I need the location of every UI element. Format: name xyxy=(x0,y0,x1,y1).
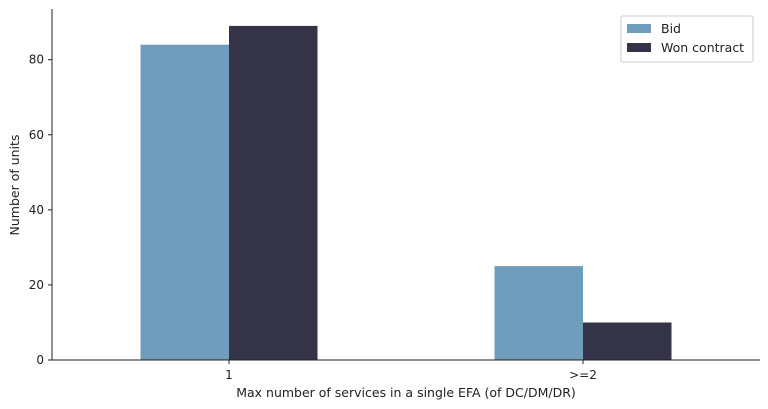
x-axis-label: Max number of services in a single EFA (… xyxy=(236,385,576,400)
y-tick-label: 40 xyxy=(29,203,44,217)
x-tick-label: 1 xyxy=(225,368,233,382)
x-tick-label: >=2 xyxy=(569,368,597,382)
y-tick-label: 0 xyxy=(36,353,44,367)
y-tick-label: 80 xyxy=(29,53,44,67)
legend-label: Bid xyxy=(661,21,681,36)
legend-swatch xyxy=(627,24,651,33)
bar-bid-1 xyxy=(494,266,583,360)
bar-won-contract-1 xyxy=(583,322,672,360)
y-tick-label: 60 xyxy=(29,128,44,142)
plot-area xyxy=(140,25,672,361)
legend: Bid Won contract xyxy=(620,15,754,63)
legend-label: Won contract xyxy=(661,40,744,55)
legend-swatch xyxy=(627,43,651,52)
bar-won-contract-0 xyxy=(229,25,318,361)
bar-bid-0 xyxy=(140,44,229,360)
y-axis-ticks: 0 20 40 60 80 xyxy=(29,53,52,367)
legend-frame xyxy=(620,15,754,63)
y-axis-label: Number of units xyxy=(7,135,22,236)
x-axis-ticks: 1 >=2 xyxy=(225,360,597,382)
y-tick-label: 20 xyxy=(29,278,44,292)
